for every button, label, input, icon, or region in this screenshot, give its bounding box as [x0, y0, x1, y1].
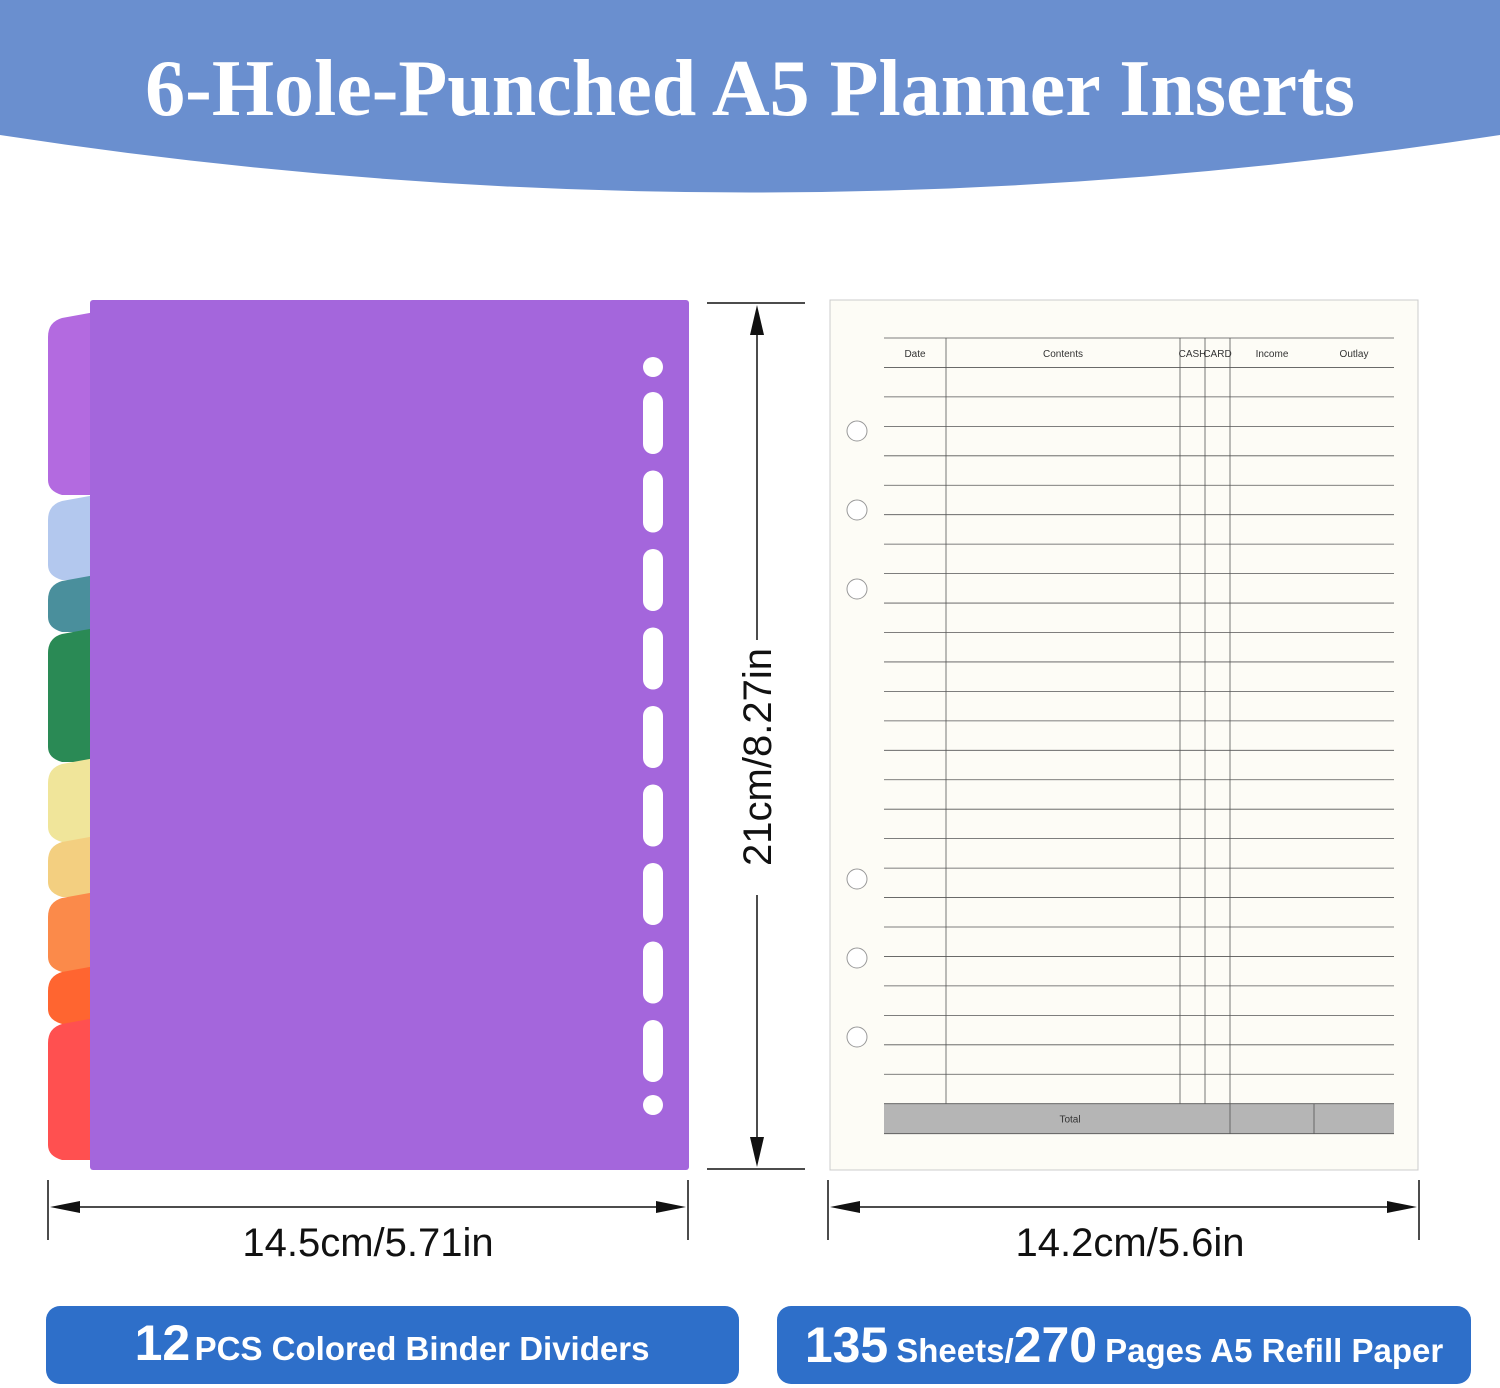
tab [48, 1018, 95, 1160]
punch-hole [846, 1026, 868, 1048]
punch-hole [846, 578, 868, 600]
height-label: 21cm/8.27in [736, 648, 780, 866]
tab [48, 758, 95, 842]
hole [643, 357, 663, 377]
column-header: Date [904, 349, 926, 360]
description: PCS Colored Binder Dividers [195, 1330, 650, 1367]
dimension-lines [47, 302, 1420, 1240]
slot [643, 392, 663, 454]
divider-holes [643, 357, 663, 1115]
slot [643, 470, 663, 533]
total-row [884, 1103, 1394, 1134]
tab [48, 836, 95, 897]
hole [643, 1095, 663, 1115]
title: 6-Hole-Punched A5 Planner Inserts [145, 45, 1355, 133]
punch-hole [846, 499, 868, 521]
tab [48, 575, 95, 632]
divider-banner-text: 12 PCS Colored Binder Dividers [135, 1315, 650, 1371]
tab [48, 312, 95, 495]
refill-width-label: 14.2cm/5.6in [1015, 1221, 1244, 1265]
refill-banner [777, 1306, 1471, 1384]
tab [48, 495, 95, 580]
column-header: CASH [1179, 349, 1207, 360]
tab [48, 628, 95, 762]
divider-tabs [48, 312, 95, 1160]
pages: 270 [1014, 1317, 1097, 1373]
column-header: Outlay [1340, 349, 1369, 360]
slot [643, 863, 663, 925]
sheets: 135 [805, 1317, 888, 1373]
sheets-unit: Sheets/ [896, 1332, 1013, 1369]
slot [643, 1020, 663, 1082]
slot [643, 706, 663, 768]
refill-sheet [829, 299, 1419, 1171]
count: 12 [135, 1315, 191, 1371]
punch-hole [846, 947, 868, 969]
slot [643, 549, 663, 611]
column-header: Income [1256, 349, 1289, 360]
slot [643, 627, 663, 690]
tab [48, 966, 95, 1024]
total-label: Total [1059, 1115, 1080, 1126]
slot [643, 941, 663, 1004]
tab [48, 892, 95, 972]
divider-sheet [90, 300, 689, 1170]
column-header: CARD [1203, 349, 1231, 360]
arrow-heads [50, 305, 1417, 1213]
punch-hole [846, 420, 868, 442]
slot [643, 784, 663, 847]
punch-hole [846, 868, 868, 890]
refill-banner-text: 135 Sheets/270 Pages A5 Refill Paper [805, 1317, 1444, 1373]
divider-banner [46, 1306, 739, 1384]
header-band [0, 0, 1500, 193]
divider-width-label: 14.5cm/5.71in [242, 1221, 493, 1265]
column-header: Contents [1043, 349, 1083, 360]
pages-text: Pages A5 Refill Paper [1105, 1332, 1443, 1369]
